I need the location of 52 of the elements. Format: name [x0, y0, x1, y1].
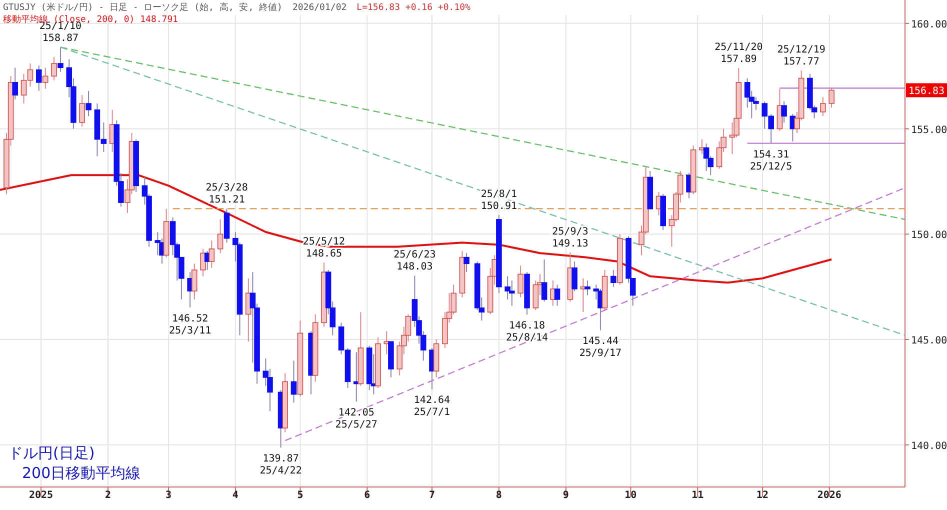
- text: ドル円(日足): [8, 444, 95, 462]
- y-tick-label: 150.00: [911, 230, 947, 242]
- y-tick-label: 140.00: [911, 440, 947, 452]
- annotation: 142.05: [338, 408, 374, 419]
- x-tick-label: 4: [232, 490, 238, 501]
- x-tick-label: 8: [496, 490, 502, 501]
- annotation: 25/5/12: [302, 236, 346, 248]
- annotation: 25/11/20: [714, 42, 763, 53]
- annotation: 146.52: [172, 313, 208, 324]
- annotation: 25/4/22: [260, 466, 302, 477]
- x-tick-label: 11: [692, 490, 704, 501]
- annotation: 25/12/5: [750, 161, 792, 172]
- annotation: 156.83: [908, 86, 945, 98]
- text: 2026/01/02: [292, 3, 347, 13]
- annotation: 25/7/1: [414, 407, 450, 418]
- x-tick-label: 7: [428, 490, 435, 501]
- x-tick-label: 12: [756, 490, 768, 501]
- y-tick-label: 145.00: [911, 336, 947, 346]
- annotation: 148.65: [306, 248, 342, 260]
- annotation: 158.87: [42, 33, 79, 44]
- x-tick-label: 3: [165, 490, 172, 501]
- annotation: 25/9/17: [579, 348, 622, 360]
- text: L=156.83 +0.16 +0.10%: [356, 3, 472, 13]
- x-tick-label: 10: [624, 490, 637, 501]
- annotation: 149.13: [552, 238, 588, 250]
- annotation: 145.44: [582, 336, 619, 348]
- x-tick-label: 2026: [817, 490, 842, 501]
- annotation: 142.64: [414, 395, 450, 406]
- annotation: 25/6/23: [394, 250, 436, 261]
- text: GTUSJY (米ドル/円) - 日足 - ローソク足 (始, 高, 安, 終値): [3, 2, 282, 13]
- x-tick-label: 5: [297, 490, 304, 501]
- annotation: 25/8/14: [506, 332, 548, 344]
- y-tick-label: 155.00: [911, 124, 947, 136]
- x-tick-label: 2025: [28, 490, 54, 501]
- text: 200日移動平均線: [22, 464, 141, 482]
- annotation: 25/8/1: [480, 188, 517, 200]
- annotation: 154.31: [753, 149, 790, 160]
- annotation: 25/9/3: [552, 226, 588, 238]
- x-tick-label: 9: [562, 490, 569, 501]
- x-tick-label: 2: [104, 490, 112, 501]
- annotation: 25/3/28: [206, 182, 248, 194]
- annotation: 25/3/11: [168, 325, 212, 336]
- annotation: 139.87: [262, 454, 299, 465]
- annotation: 25/5/27: [335, 420, 378, 431]
- x-tick-label: 6: [364, 490, 370, 501]
- annotation: 146.18: [508, 320, 546, 332]
- annotation: 148.03: [396, 262, 433, 273]
- annotation: 151.21: [208, 194, 245, 206]
- y-tick-label: 160.00: [911, 19, 947, 30]
- annotation: 157.89: [720, 54, 757, 65]
- annotation: 157.77: [783, 56, 820, 68]
- annotation: 25/12/19: [777, 44, 826, 56]
